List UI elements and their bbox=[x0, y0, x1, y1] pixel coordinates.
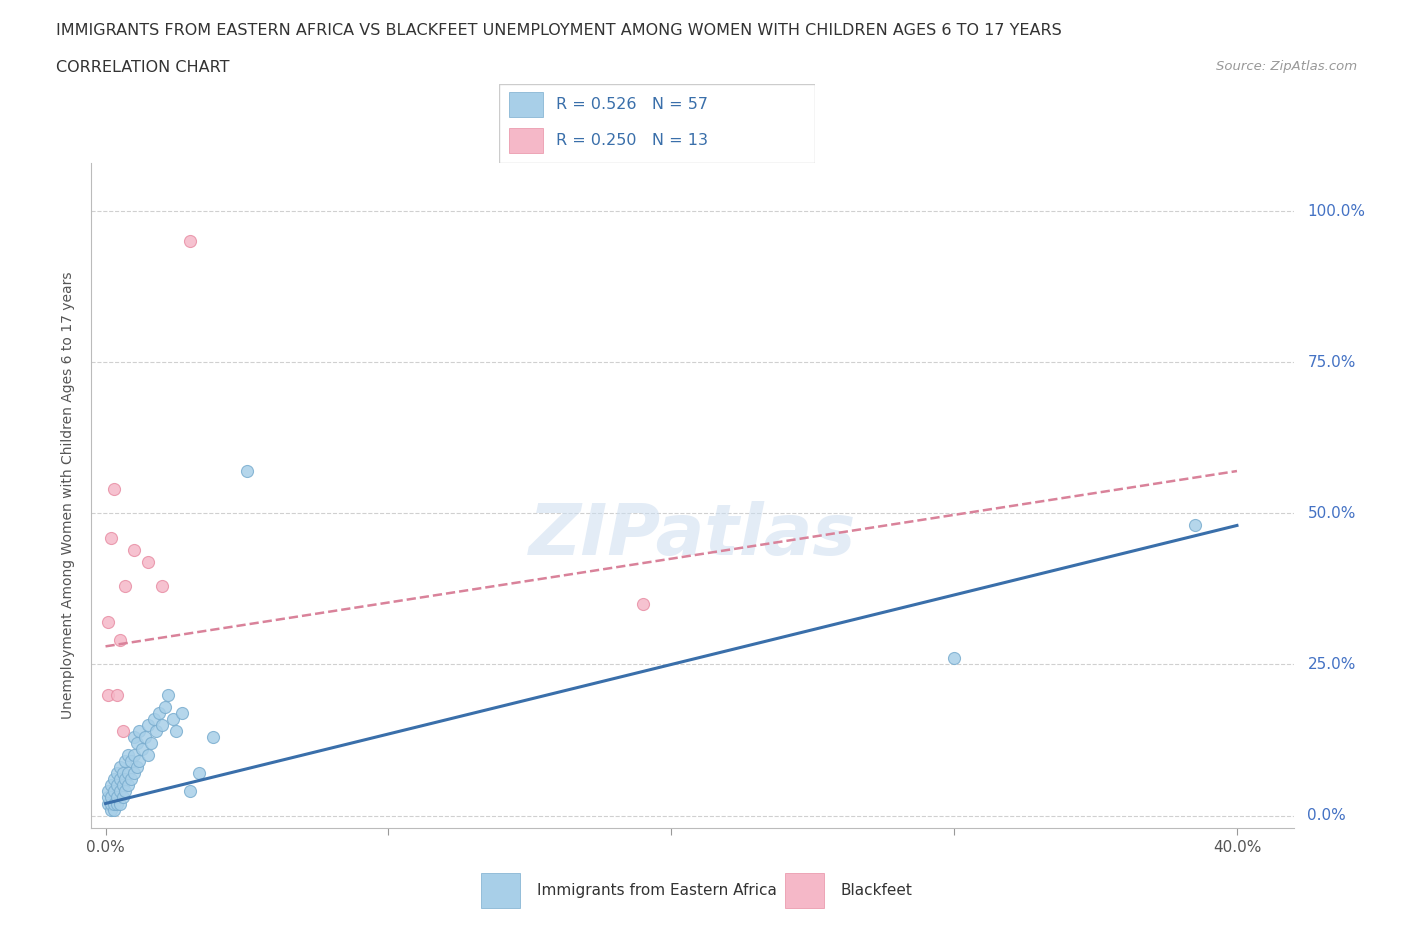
Text: R = 0.250   N = 13: R = 0.250 N = 13 bbox=[557, 133, 709, 148]
Point bbox=[1184, 518, 1206, 533]
Point bbox=[134, 729, 156, 744]
Point bbox=[111, 790, 134, 805]
Point bbox=[100, 777, 122, 792]
Point bbox=[105, 796, 128, 811]
Text: Blackfeet: Blackfeet bbox=[841, 883, 912, 898]
Point bbox=[236, 464, 259, 479]
Text: 50.0%: 50.0% bbox=[1308, 506, 1355, 521]
Point bbox=[108, 772, 131, 787]
FancyBboxPatch shape bbox=[481, 872, 520, 909]
Point bbox=[122, 542, 145, 557]
Point bbox=[122, 766, 145, 781]
Point bbox=[100, 796, 122, 811]
Point bbox=[97, 784, 120, 799]
Point bbox=[111, 766, 134, 781]
Y-axis label: Unemployment Among Women with Children Ages 6 to 17 years: Unemployment Among Women with Children A… bbox=[62, 272, 76, 719]
Point bbox=[97, 687, 120, 702]
Point bbox=[120, 772, 142, 787]
FancyBboxPatch shape bbox=[509, 128, 543, 153]
Point bbox=[103, 796, 125, 811]
Point bbox=[142, 711, 165, 726]
Text: 25.0%: 25.0% bbox=[1308, 657, 1355, 672]
Point bbox=[100, 802, 122, 817]
Point bbox=[162, 711, 184, 726]
Point bbox=[103, 482, 125, 497]
Point bbox=[108, 760, 131, 775]
Point bbox=[103, 784, 125, 799]
Point bbox=[170, 705, 193, 720]
Text: CORRELATION CHART: CORRELATION CHART bbox=[56, 60, 229, 75]
FancyBboxPatch shape bbox=[509, 92, 543, 117]
Point bbox=[187, 766, 209, 781]
Point bbox=[156, 687, 179, 702]
FancyBboxPatch shape bbox=[785, 872, 824, 909]
Point bbox=[103, 802, 125, 817]
Point bbox=[631, 597, 654, 612]
Text: 75.0%: 75.0% bbox=[1308, 354, 1355, 370]
Point bbox=[139, 736, 162, 751]
Point bbox=[136, 718, 159, 733]
Point bbox=[111, 724, 134, 738]
Text: ZIPatlas: ZIPatlas bbox=[529, 500, 856, 569]
Point bbox=[100, 790, 122, 805]
Point bbox=[179, 234, 201, 249]
Text: IMMIGRANTS FROM EASTERN AFRICA VS BLACKFEET UNEMPLOYMENT AMONG WOMEN WITH CHILDR: IMMIGRANTS FROM EASTERN AFRICA VS BLACKF… bbox=[56, 23, 1062, 38]
Point bbox=[114, 753, 136, 768]
Point bbox=[202, 729, 225, 744]
Point bbox=[165, 724, 187, 738]
Point bbox=[122, 748, 145, 763]
Point bbox=[943, 651, 966, 666]
Point bbox=[150, 718, 173, 733]
Point bbox=[105, 790, 128, 805]
Point bbox=[122, 729, 145, 744]
Point bbox=[117, 777, 139, 792]
Text: 0.0%: 0.0% bbox=[1308, 808, 1346, 823]
Point bbox=[97, 790, 120, 805]
Point bbox=[108, 796, 131, 811]
Point bbox=[120, 753, 142, 768]
Text: R = 0.526   N = 57: R = 0.526 N = 57 bbox=[557, 97, 709, 112]
Point bbox=[117, 766, 139, 781]
Point bbox=[105, 777, 128, 792]
Point bbox=[97, 615, 120, 630]
Point bbox=[125, 736, 148, 751]
Point bbox=[153, 699, 176, 714]
Point bbox=[108, 784, 131, 799]
Point bbox=[103, 772, 125, 787]
Point bbox=[136, 554, 159, 569]
Point bbox=[114, 784, 136, 799]
Text: Immigrants from Eastern Africa: Immigrants from Eastern Africa bbox=[537, 883, 778, 898]
Point bbox=[105, 766, 128, 781]
Point bbox=[125, 760, 148, 775]
Point bbox=[114, 772, 136, 787]
Point bbox=[150, 578, 173, 593]
Text: 100.0%: 100.0% bbox=[1308, 204, 1365, 219]
Point bbox=[97, 796, 120, 811]
Point bbox=[128, 753, 150, 768]
Point bbox=[179, 784, 201, 799]
Point bbox=[128, 724, 150, 738]
Point bbox=[136, 748, 159, 763]
Point bbox=[111, 777, 134, 792]
Point bbox=[148, 705, 170, 720]
Text: Source: ZipAtlas.com: Source: ZipAtlas.com bbox=[1216, 60, 1357, 73]
Point bbox=[114, 578, 136, 593]
Point bbox=[108, 633, 131, 648]
Point bbox=[145, 724, 167, 738]
Point bbox=[100, 530, 122, 545]
Point bbox=[131, 742, 153, 757]
Point bbox=[105, 687, 128, 702]
Point bbox=[117, 748, 139, 763]
FancyBboxPatch shape bbox=[499, 84, 815, 163]
